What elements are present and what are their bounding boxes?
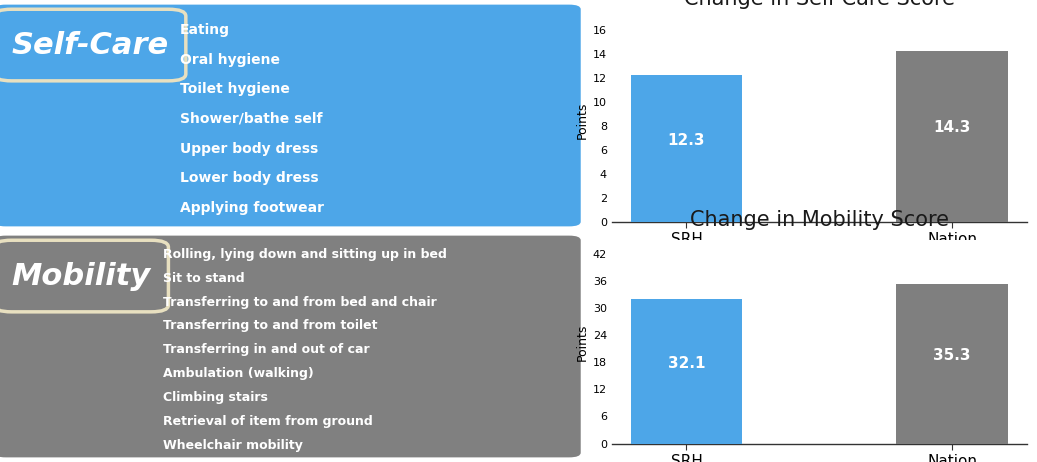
Text: Retrieval of item from ground: Retrieval of item from ground [163, 415, 372, 428]
Text: Sit to stand: Sit to stand [163, 272, 245, 285]
Text: Climbing stairs: Climbing stairs [163, 391, 268, 404]
Text: Wheelchair mobility: Wheelchair mobility [163, 439, 303, 452]
FancyBboxPatch shape [0, 9, 186, 81]
Text: 35.3: 35.3 [933, 348, 971, 363]
Text: Transferring in and out of car: Transferring in and out of car [163, 343, 369, 357]
FancyBboxPatch shape [0, 240, 168, 312]
Y-axis label: Points: Points [576, 323, 589, 360]
Text: Self-Care: Self-Care [11, 30, 169, 60]
FancyBboxPatch shape [0, 5, 581, 226]
Text: Oral hygiene: Oral hygiene [180, 53, 280, 67]
Text: Toilet hygiene: Toilet hygiene [180, 82, 290, 96]
Title: Change in Mobility Score: Change in Mobility Score [690, 210, 949, 231]
FancyBboxPatch shape [0, 236, 581, 457]
Title: Change in Self-Care Score: Change in Self-Care Score [683, 0, 955, 9]
Text: Applying footwear: Applying footwear [180, 201, 324, 215]
Bar [896, 51, 1008, 222]
Text: Ambulation (walking): Ambulation (walking) [163, 367, 313, 380]
Text: Shower/bathe self: Shower/bathe self [180, 112, 323, 126]
Text: Rolling, lying down and sitting up in bed: Rolling, lying down and sitting up in be… [163, 248, 447, 261]
Text: Eating: Eating [180, 23, 230, 37]
Text: 12.3: 12.3 [668, 134, 705, 148]
Bar [896, 284, 1008, 444]
Text: 14.3: 14.3 [933, 120, 971, 135]
Bar [630, 75, 742, 222]
Text: Mobility: Mobility [11, 261, 151, 291]
Text: 32.1: 32.1 [668, 356, 705, 371]
Y-axis label: Points: Points [576, 102, 589, 139]
Text: Transferring to and from bed and chair: Transferring to and from bed and chair [163, 296, 437, 309]
Text: Transferring to and from toilet: Transferring to and from toilet [163, 320, 377, 333]
Text: Upper body dress: Upper body dress [180, 142, 318, 156]
Bar [630, 298, 742, 444]
Text: Lower body dress: Lower body dress [180, 171, 318, 185]
